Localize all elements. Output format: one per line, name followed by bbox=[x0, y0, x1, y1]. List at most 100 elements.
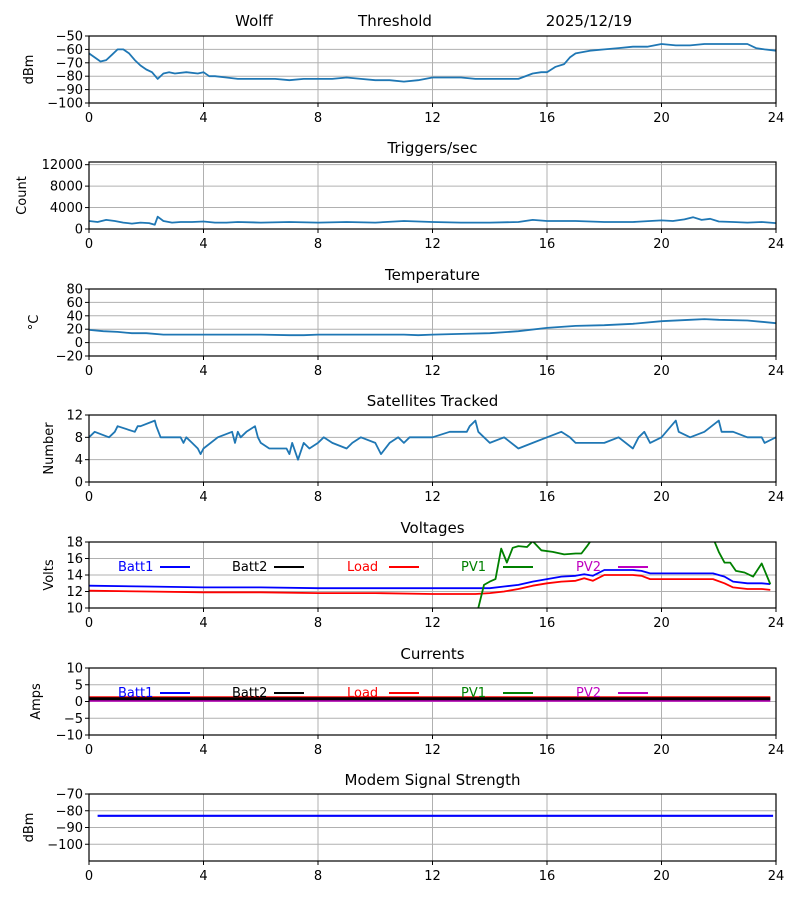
y-tick-label: 18 bbox=[66, 536, 83, 551]
x-tick-label: 24 bbox=[768, 490, 785, 505]
y-tick-label: 12 bbox=[66, 585, 83, 600]
legend-label: Batt1 bbox=[118, 560, 153, 575]
x-tick-label: 24 bbox=[768, 869, 785, 884]
y-tick-label: −20 bbox=[56, 350, 83, 365]
mode-title: Threshold bbox=[357, 12, 432, 30]
legend-label: PV2 bbox=[576, 686, 601, 701]
legend-label: Batt1 bbox=[118, 686, 153, 701]
y-tick-label: 12000 bbox=[42, 158, 83, 173]
y-tick-label: 8000 bbox=[50, 180, 83, 195]
y-tick-label: −70 bbox=[56, 56, 83, 71]
x-tick-label: 12 bbox=[424, 869, 441, 884]
chart-title: Temperature bbox=[384, 266, 480, 284]
y-tick-label: 5 bbox=[75, 678, 83, 693]
y-axis-label: °C bbox=[27, 315, 42, 331]
x-tick-label: 4 bbox=[199, 616, 207, 631]
x-tick-label: 0 bbox=[85, 237, 93, 252]
y-tick-label: 4000 bbox=[50, 201, 83, 216]
y-axis-label: dBm bbox=[22, 55, 37, 85]
x-tick-label: 20 bbox=[653, 364, 670, 379]
series-line-Batt1 bbox=[89, 569, 771, 590]
legend-entry-batt2: Batt2 bbox=[232, 560, 304, 575]
x-tick-label: 8 bbox=[314, 869, 322, 884]
y-tick-label: 0 bbox=[75, 336, 83, 351]
x-tick-label: 8 bbox=[314, 490, 322, 505]
y-tick-label: 10 bbox=[66, 662, 83, 677]
series-line-satellites bbox=[89, 419, 776, 461]
y-tick-label: −80 bbox=[56, 804, 83, 819]
x-tick-label: 24 bbox=[768, 237, 785, 252]
x-tick-label: 12 bbox=[424, 364, 441, 379]
y-axis-label: Amps bbox=[29, 683, 44, 720]
y-axis-label: Number bbox=[42, 422, 57, 475]
legend-entry-pv1: PV1 bbox=[461, 686, 533, 701]
station-title: Wolff bbox=[235, 12, 273, 30]
x-tick-label: 8 bbox=[314, 743, 322, 758]
x-tick-label: 0 bbox=[85, 869, 93, 884]
legend-label: PV1 bbox=[461, 686, 486, 701]
x-tick-label: 16 bbox=[539, 364, 556, 379]
y-tick-label: 20 bbox=[66, 323, 83, 338]
x-tick-label: 16 bbox=[539, 111, 556, 126]
legend-label: Load bbox=[347, 686, 378, 701]
chart-panel-rssi: 0 4 8 12 16 20 24 −50−60−70−80−90−100 dBm bbox=[22, 30, 784, 127]
y-tick-label: 10 bbox=[66, 602, 83, 617]
y-tick-label: −50 bbox=[56, 30, 83, 45]
x-tick-label: 16 bbox=[539, 616, 556, 631]
x-tick-label: 12 bbox=[424, 490, 441, 505]
y-tick-label: 4 bbox=[75, 453, 83, 468]
x-tick-label: 4 bbox=[199, 743, 207, 758]
date-title: 2025/12/19 bbox=[546, 12, 632, 30]
y-tick-label: 16 bbox=[66, 552, 83, 567]
y-axis-label: Count bbox=[15, 176, 30, 215]
y-tick-label: 0 bbox=[75, 695, 83, 710]
x-tick-label: 16 bbox=[539, 869, 556, 884]
y-tick-label: 8 bbox=[75, 431, 83, 446]
x-tick-label: 16 bbox=[539, 237, 556, 252]
x-tick-label: 20 bbox=[653, 490, 670, 505]
x-tick-label: 0 bbox=[85, 616, 93, 631]
legend-label: PV1 bbox=[461, 560, 486, 575]
x-tick-label: 8 bbox=[314, 364, 322, 379]
chart-panel-modem: 0 4 8 12 16 20 24 −70−80 −90 −100 Modem Signal Str… bbox=[22, 771, 784, 884]
legend-entry-pv2: PV2 bbox=[576, 686, 648, 701]
x-tick-label: 20 bbox=[653, 237, 670, 252]
series-line-PV1 bbox=[477, 542, 772, 608]
chart-title: Modem Signal Strength bbox=[345, 771, 521, 789]
legend-label: Batt2 bbox=[232, 560, 267, 575]
x-tick-label: 16 bbox=[539, 490, 556, 505]
x-tick-label: 0 bbox=[85, 364, 93, 379]
x-tick-label: 24 bbox=[768, 111, 785, 126]
legend-entry-batt2: Batt2 bbox=[232, 686, 304, 701]
y-tick-label: −100 bbox=[47, 97, 83, 112]
series-line-triggers bbox=[89, 215, 776, 226]
y-tick-label: 80 bbox=[66, 283, 83, 298]
y-tick-label: 60 bbox=[66, 296, 83, 311]
y-axis-label: Volts bbox=[42, 559, 57, 591]
y-tick-label: 0 bbox=[75, 476, 83, 491]
x-tick-label: 8 bbox=[314, 237, 322, 252]
x-tick-label: 0 bbox=[85, 490, 93, 505]
y-tick-label: −80 bbox=[56, 70, 83, 85]
x-tick-label: 4 bbox=[199, 869, 207, 884]
y-tick-label: 0 bbox=[75, 223, 83, 238]
chart-title: Voltages bbox=[400, 519, 464, 537]
legend-label: Load bbox=[347, 560, 378, 575]
x-tick-label: 8 bbox=[314, 111, 322, 126]
chart-title: Satellites Tracked bbox=[367, 392, 498, 410]
series-line-temperature bbox=[89, 318, 776, 337]
y-axis-label: dBm bbox=[22, 813, 37, 843]
x-tick-label: 0 bbox=[85, 111, 93, 126]
x-tick-label: 4 bbox=[199, 490, 207, 505]
x-tick-label: 16 bbox=[539, 743, 556, 758]
x-tick-label: 12 bbox=[424, 616, 441, 631]
y-tick-label: −60 bbox=[56, 43, 83, 58]
x-tick-label: 24 bbox=[768, 743, 785, 758]
y-tick-label: −100 bbox=[47, 838, 83, 853]
legend-label: Batt2 bbox=[232, 686, 267, 701]
legend-entry-batt1: Batt1 bbox=[118, 560, 190, 575]
x-tick-label: 24 bbox=[768, 616, 785, 631]
